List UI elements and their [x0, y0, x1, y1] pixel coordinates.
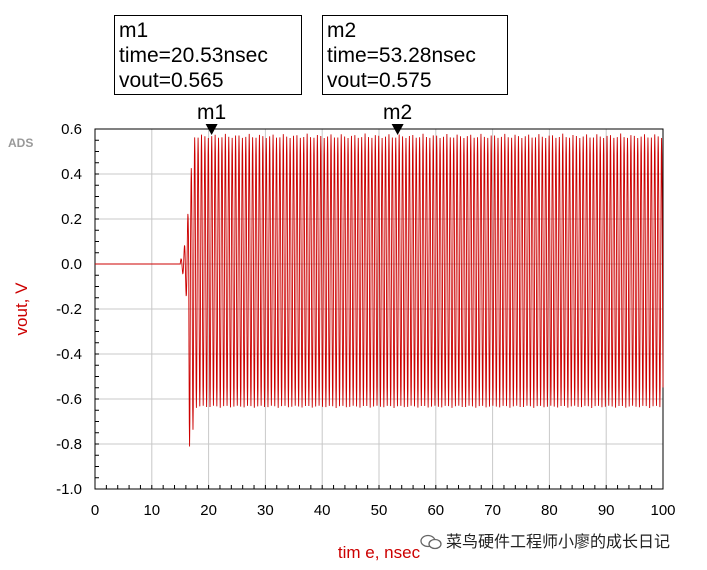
marker-m1-vout: vout=0.565	[119, 68, 297, 93]
marker-m1-time: time=20.53nsec	[119, 43, 297, 68]
watermark-text: 菜鸟硬件工程师小廖的成长日记	[446, 534, 670, 551]
y-axis-label: vout, V	[12, 282, 31, 336]
y-tick-label: 0.2	[61, 211, 82, 228]
y-tick-label: -0.2	[56, 301, 82, 318]
x-tick-label: 40	[314, 502, 331, 519]
y-tick-label: -0.4	[56, 346, 82, 363]
y-tick-label: -1.0	[56, 481, 82, 498]
marker-m2-name: m2	[327, 18, 503, 43]
x-tick-label: 50	[371, 502, 388, 519]
x-axis-label: tim e, nsec	[338, 543, 421, 562]
y-tick-label: 0.0	[61, 256, 82, 273]
marker-m1-readout: m1 time=20.53nsec vout=0.565	[114, 15, 302, 95]
wechat-icon	[420, 534, 442, 550]
marker-m1-name: m1	[119, 18, 297, 43]
marker-m2-time: time=53.28nsec	[327, 43, 503, 68]
x-tick-label: 10	[143, 502, 160, 519]
marker-m2-vout: vout=0.575	[327, 68, 503, 93]
ads-logo: ADS	[8, 136, 33, 150]
y-tick-label: 0.6	[61, 121, 82, 138]
watermark: 菜鸟硬件工程师小廖的成长日记	[420, 528, 670, 552]
marker-m2-readout: m2 time=53.28nsec vout=0.575	[322, 15, 508, 95]
y-tick-label: -0.8	[56, 436, 82, 453]
x-tick-label: 30	[257, 502, 274, 519]
marker-m1-label: m1	[197, 101, 226, 124]
x-tick-label: 20	[200, 502, 217, 519]
y-tick-label: 0.4	[61, 166, 82, 183]
x-tick-label: 80	[541, 502, 558, 519]
x-tick-label: 70	[484, 502, 501, 519]
x-tick-label: 100	[650, 502, 675, 519]
x-tick-label: 0	[91, 502, 99, 519]
x-tick-label: 60	[427, 502, 444, 519]
marker-m2-label: m2	[383, 101, 412, 124]
y-tick-label: -0.6	[56, 391, 82, 408]
x-tick-label: 90	[598, 502, 615, 519]
